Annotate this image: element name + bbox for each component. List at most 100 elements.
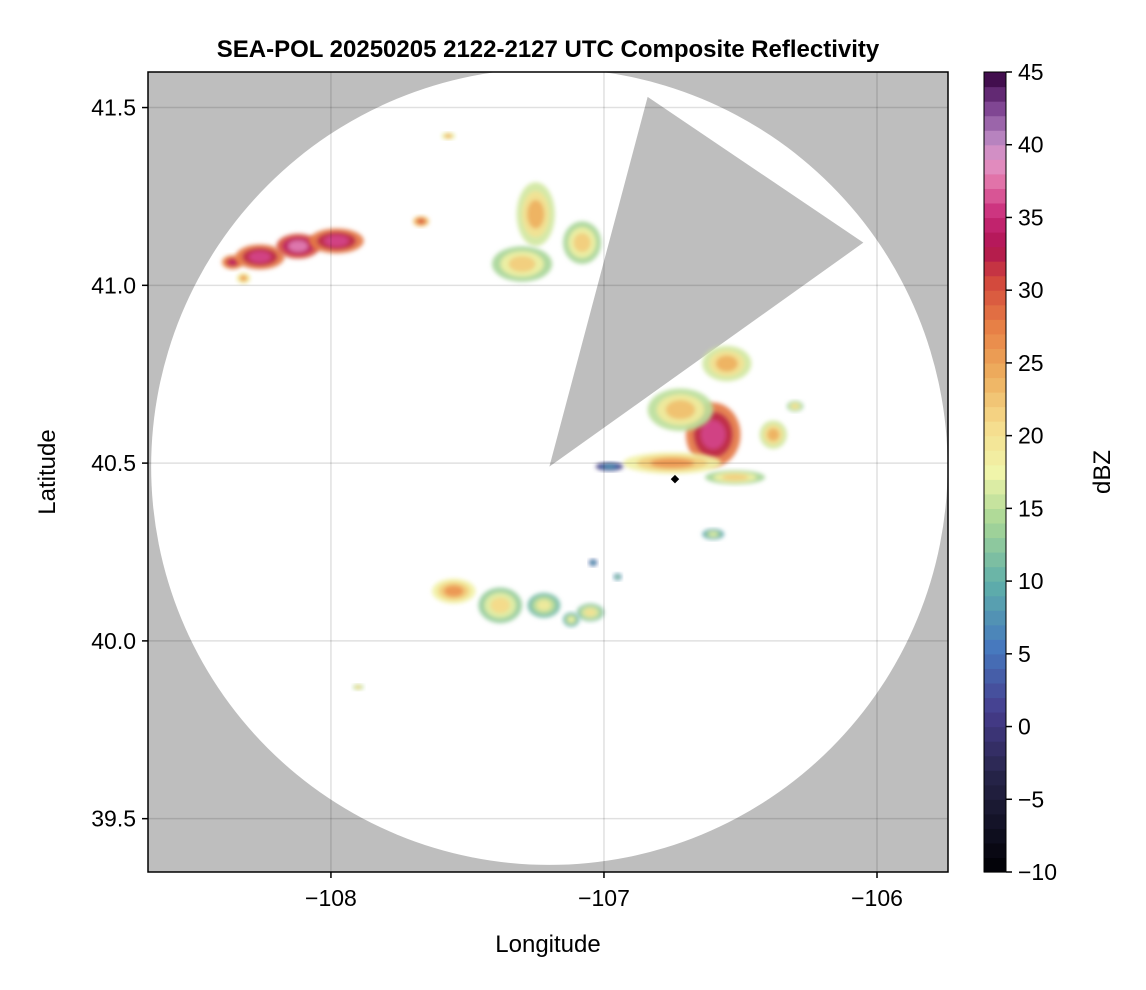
colorbar-segment: [984, 522, 1006, 539]
colorbar-segment: [984, 784, 1006, 800]
colorbar-tick-label: 35: [1018, 204, 1044, 230]
colorbar-segment: [984, 173, 1006, 189]
colorbar-segment: [984, 682, 1006, 699]
colorbar-segment: [984, 159, 1006, 175]
colorbar-segment: [984, 566, 1006, 582]
grid-lines: [148, 72, 948, 872]
echo-cell: [235, 244, 285, 270]
echo-cell: [412, 216, 430, 227]
colorbar-tick-label: 45: [1018, 59, 1044, 85]
colorbar-label: dBZ: [1089, 450, 1116, 494]
colorbar-segment: [984, 362, 1006, 379]
colorbar-tick-label: 20: [1018, 423, 1044, 449]
echo-cell: [595, 462, 624, 471]
colorbar-tick-label: 40: [1018, 132, 1044, 158]
x-tick-label: −108: [305, 885, 357, 911]
x-tick-label: −107: [578, 885, 630, 911]
colorbar-tick-label: −10: [1018, 859, 1057, 885]
colorbar-segment: [984, 741, 1006, 757]
y-tick-label: 40.0: [91, 628, 136, 654]
colorbar-segment: [984, 581, 1006, 597]
echo-cell: [786, 400, 804, 412]
colorbar-segment: [984, 479, 1006, 495]
y-axis-ticks: 39.5 40.0 40.5 41.0 41.5: [91, 95, 148, 832]
colorbar-frame: [983, 71, 1007, 873]
echo-cell: [704, 470, 766, 485]
echo-cell: [309, 228, 364, 254]
colorbar-tick-label: 30: [1018, 277, 1044, 303]
colorbar-tick-label: 5: [1018, 641, 1031, 667]
colorbar-segment: [984, 552, 1006, 568]
echo-cell: [576, 603, 604, 622]
colorbar-tick-label: 0: [1018, 714, 1031, 740]
blocked-beam-sector: [549, 96, 864, 467]
colorbar-segment: [984, 450, 1006, 466]
colorbar-segment: [984, 202, 1006, 219]
radar-site-marker: [670, 474, 680, 484]
x-tick-label: −106: [851, 885, 903, 911]
colorbar-segment: [984, 828, 1006, 844]
colorbar-segment: [984, 610, 1006, 626]
echo-cell: [276, 233, 321, 259]
x-axis-label: Longitude: [495, 931, 600, 958]
colorbar-segment: [984, 755, 1006, 771]
echo-cell: [563, 221, 602, 264]
echo-cell: [352, 684, 364, 690]
colorbar-segment: [984, 304, 1006, 320]
colorbar-segment: [984, 668, 1006, 684]
echo-cell: [441, 132, 456, 140]
chart-title: SEA-POL 20250205 2122-2127 UTC Composite…: [217, 36, 880, 63]
colorbar-segment: [984, 144, 1006, 160]
colorbar-segment: [984, 639, 1006, 655]
echo-cell: [702, 528, 725, 540]
colorbar-tick-label: −5: [1018, 786, 1044, 812]
echo-cell: [431, 578, 476, 604]
colorbar-segment: [984, 508, 1006, 524]
echo-cell: [478, 587, 523, 624]
y-tick-label: 41.0: [91, 272, 136, 298]
echo-cell: [623, 452, 722, 474]
colorbar-segment: [984, 493, 1006, 509]
colorbar-segment: [984, 624, 1006, 640]
colorbar-segment: [984, 290, 1006, 306]
colorbar-segment: [984, 86, 1006, 102]
colorbar-segment: [984, 101, 1006, 117]
colorbar-segment: [984, 348, 1006, 364]
echo-cell: [702, 345, 752, 382]
colorbar: [983, 71, 1007, 873]
colorbar-segment: [984, 421, 1006, 437]
y-tick-label: 40.5: [91, 450, 136, 476]
colorbar-segment: [984, 726, 1006, 742]
colorbar-segment: [984, 435, 1006, 451]
y-axis-label: Latitude: [34, 429, 61, 514]
colorbar-segment: [984, 246, 1006, 262]
colorbar-segment: [984, 697, 1006, 713]
colorbar-segment: [984, 377, 1006, 393]
colorbar-segment: [984, 217, 1006, 233]
colorbar-segment: [984, 232, 1006, 248]
colorbar-tick-label: 15: [1018, 495, 1044, 521]
colorbar-segment: [984, 275, 1006, 291]
echo-cell: [527, 592, 561, 618]
colorbar-tick-label: 10: [1018, 568, 1044, 594]
colorbar-segment: [984, 770, 1006, 786]
y-tick-label: 41.5: [91, 95, 136, 121]
echo-cell: [236, 272, 251, 284]
plot-area: [148, 72, 948, 872]
echo-cell: [516, 182, 555, 247]
colorbar-segment: [984, 842, 1006, 859]
plot-frame: [147, 71, 949, 873]
colorbar-segment: [984, 712, 1006, 728]
colorbar-segment: [984, 406, 1006, 422]
colorbar-segment: [984, 130, 1006, 146]
colorbar-segment: [984, 392, 1006, 408]
colorbar-segment: [984, 333, 1006, 349]
colorbar-segment: [984, 537, 1006, 553]
colorbar-segment: [984, 72, 1006, 88]
echo-cell: [492, 246, 553, 282]
colorbar-tick-label: 25: [1018, 350, 1044, 376]
colorbar-segment: [984, 188, 1006, 204]
colorbar-segment: [984, 857, 1006, 873]
y-tick-label: 39.5: [91, 806, 136, 832]
